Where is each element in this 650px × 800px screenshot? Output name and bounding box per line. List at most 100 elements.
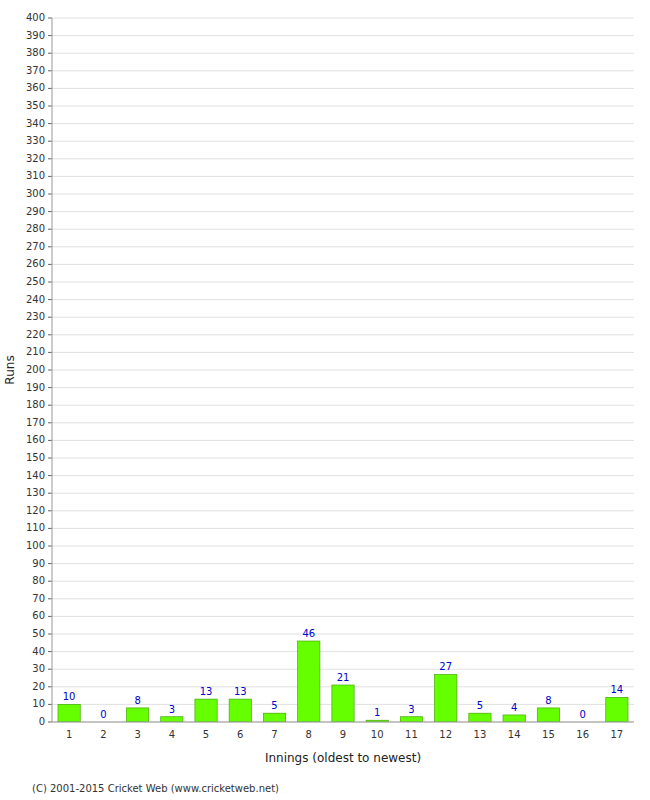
grid-line	[52, 53, 634, 54]
data-label: 0	[100, 709, 106, 720]
y-tick-label: 20	[32, 681, 45, 692]
x-tick-label: 1	[66, 729, 72, 740]
bar	[298, 641, 320, 722]
y-tick-label: 240	[26, 294, 45, 305]
y-tick-label: 230	[26, 311, 45, 322]
data-label: 1	[374, 707, 380, 718]
bar	[58, 704, 80, 722]
grid-line	[52, 546, 634, 547]
grid-line	[52, 282, 634, 283]
x-tick-label: 13	[474, 729, 487, 740]
y-axis-line	[52, 18, 53, 722]
y-tick-label: 330	[26, 135, 45, 146]
grid-line	[52, 563, 634, 564]
grid-line	[52, 106, 634, 107]
x-tick-label: 7	[271, 729, 277, 740]
data-labels: 100831313546211327548014	[63, 628, 623, 720]
x-tick-label: 4	[169, 729, 175, 740]
data-label: 10	[63, 691, 76, 702]
x-tick-label: 6	[237, 729, 243, 740]
grid-line	[52, 669, 634, 670]
grid-line	[52, 352, 634, 353]
y-tick	[48, 123, 52, 124]
y-tick-label: 340	[26, 118, 45, 129]
y-tick-label: 70	[32, 593, 45, 604]
bar	[161, 717, 183, 722]
y-tick-label: 250	[26, 276, 45, 287]
x-tick-label: 14	[508, 729, 521, 740]
grid-line	[52, 246, 634, 247]
x-tick-label: 15	[542, 729, 555, 740]
bar	[263, 713, 285, 722]
y-tick-label: 310	[26, 170, 45, 181]
grid-line	[52, 141, 634, 142]
y-tick	[48, 35, 52, 36]
y-tick	[48, 546, 52, 547]
grid	[52, 18, 634, 722]
bar	[400, 717, 422, 722]
y-tick-label: 180	[26, 399, 45, 410]
x-tick-label: 16	[576, 729, 589, 740]
y-tick-label: 80	[32, 575, 45, 586]
grid-line	[52, 510, 634, 511]
y-tick-label: 30	[32, 663, 45, 674]
y-tick	[48, 88, 52, 89]
grid-line	[52, 176, 634, 177]
x-tick-label: 3	[134, 729, 140, 740]
bar	[126, 708, 148, 722]
data-label: 8	[545, 695, 551, 706]
data-label: 5	[477, 700, 483, 711]
y-tick-label: 150	[26, 452, 45, 463]
grid-line	[52, 475, 634, 476]
y-tick	[48, 704, 52, 705]
y-tick	[48, 387, 52, 388]
y-tick	[48, 493, 52, 494]
y-tick-label: 350	[26, 100, 45, 111]
x-axis-title: Innings (oldest to newest)	[265, 751, 421, 765]
y-tick	[48, 352, 52, 353]
grid-line	[52, 35, 634, 36]
y-tick	[48, 405, 52, 406]
y-tick-label: 290	[26, 206, 45, 217]
y-tick-label: 190	[26, 382, 45, 393]
y-tick	[48, 598, 52, 599]
y-tick-label: 400	[26, 12, 45, 23]
grid-line	[52, 299, 634, 300]
grid-line	[52, 370, 634, 371]
data-label: 21	[337, 672, 350, 683]
y-tick-label: 60	[32, 610, 45, 621]
y-tick	[48, 458, 52, 459]
y-tick	[48, 440, 52, 441]
bar	[435, 674, 457, 722]
y-tick-label: 370	[26, 65, 45, 76]
y-tick	[48, 194, 52, 195]
y-tick-label: 170	[26, 417, 45, 428]
grid-line	[52, 616, 634, 617]
grid-line	[52, 317, 634, 318]
y-tick	[48, 563, 52, 564]
grid-line	[52, 158, 634, 159]
bar	[195, 699, 217, 722]
y-tick-label: 160	[26, 434, 45, 445]
grid-line	[52, 493, 634, 494]
y-tick-label: 40	[32, 646, 45, 657]
grid-line	[52, 211, 634, 212]
grid-line	[52, 264, 634, 265]
x-axis: 1234567891011121314151617	[66, 729, 623, 740]
grid-line	[52, 634, 634, 635]
data-label: 8	[134, 695, 140, 706]
y-tick-label: 210	[26, 346, 45, 357]
data-label: 14	[611, 684, 624, 695]
y-tick	[48, 106, 52, 107]
x-tick-label: 17	[611, 729, 624, 740]
y-tick-label: 120	[26, 505, 45, 516]
y-tick-label: 100	[26, 540, 45, 551]
y-tick	[48, 246, 52, 247]
y-tick	[48, 686, 52, 687]
y-tick-label: 200	[26, 364, 45, 375]
y-tick	[48, 229, 52, 230]
grid-line	[52, 88, 634, 89]
grid-line	[52, 18, 634, 19]
y-tick	[48, 722, 52, 723]
grid-line	[52, 229, 634, 230]
